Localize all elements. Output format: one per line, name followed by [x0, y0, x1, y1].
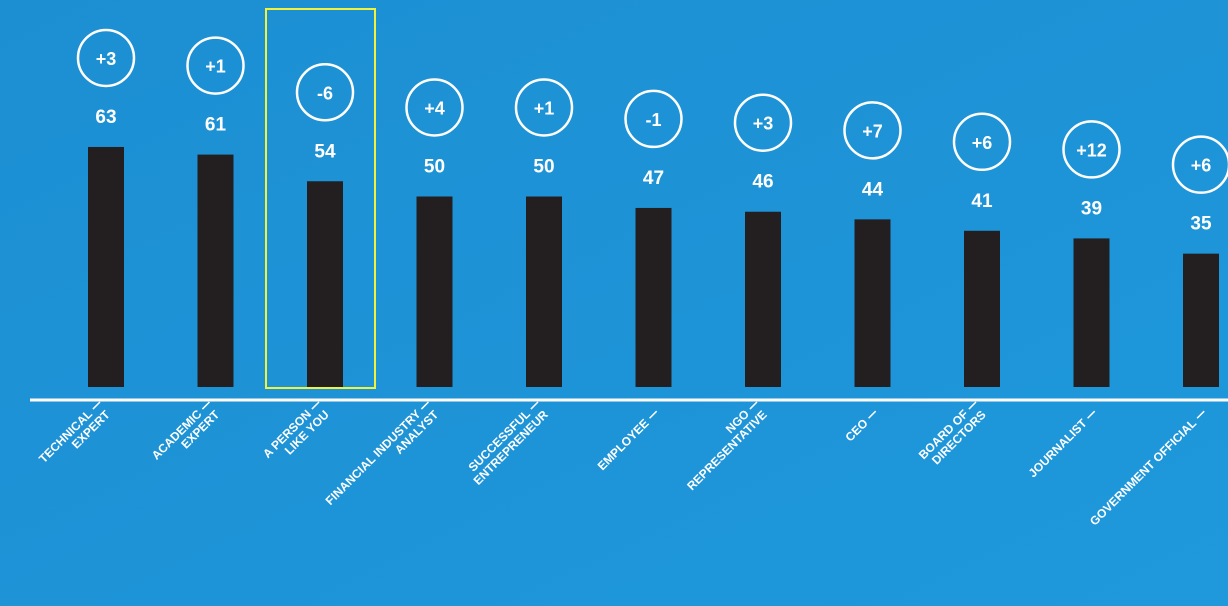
bar: [745, 211, 781, 387]
value-label: 41: [971, 191, 993, 212]
bar: [197, 154, 234, 387]
change-circle: [514, 78, 574, 137]
label-dash: [968, 401, 977, 410]
label-dash: [1196, 410, 1205, 419]
change-circle: [405, 78, 464, 137]
change-label: +6: [1191, 156, 1212, 176]
change-circle: [1171, 135, 1228, 194]
change-label: +12: [1076, 140, 1107, 160]
label-dash: [649, 410, 658, 419]
value-label: 50: [424, 157, 445, 178]
change-circle: [76, 28, 136, 88]
label-dash: [868, 410, 877, 419]
bar: [635, 207, 672, 387]
label-dash: [749, 401, 758, 410]
value-label: 39: [1081, 198, 1102, 219]
change-circle: [952, 112, 1012, 172]
change-circle: [1062, 120, 1121, 179]
value-label: 44: [862, 179, 884, 200]
label-dash: [1087, 410, 1096, 419]
label-dash: [530, 401, 539, 410]
change-label: +3: [753, 114, 774, 134]
change-circle: [295, 63, 355, 122]
change-label: +6: [972, 133, 993, 153]
bar: [964, 230, 1000, 387]
bar: [1183, 253, 1219, 387]
change-circle: [733, 93, 793, 152]
label-dash: [201, 401, 211, 410]
highlight-box: [265, 8, 376, 389]
bar: [1073, 238, 1110, 387]
change-label: +1: [534, 99, 555, 119]
change-label: +4: [424, 99, 445, 119]
bar: [416, 196, 453, 387]
change-label: +7: [862, 121, 883, 141]
value-label: 46: [752, 172, 773, 193]
label-dash: [92, 401, 101, 410]
value-label: 35: [1190, 214, 1212, 235]
value-label: 54: [314, 141, 336, 162]
change-circle: [843, 101, 902, 160]
bar: [88, 146, 124, 387]
change-circle: [624, 89, 683, 149]
bar: [307, 181, 343, 387]
change-label: +1: [205, 57, 226, 77]
value-label: 47: [643, 168, 664, 189]
label-dash: [420, 401, 430, 410]
change-label: -1: [645, 110, 661, 130]
change-circle: [186, 36, 245, 95]
value-label: 61: [205, 115, 227, 136]
value-label: 50: [533, 157, 554, 178]
bar: [854, 219, 891, 387]
change-label: -6: [317, 83, 333, 103]
label-dash: [311, 401, 320, 410]
value-label: 63: [95, 107, 116, 128]
change-label: +3: [96, 49, 117, 69]
bar: [526, 196, 562, 387]
